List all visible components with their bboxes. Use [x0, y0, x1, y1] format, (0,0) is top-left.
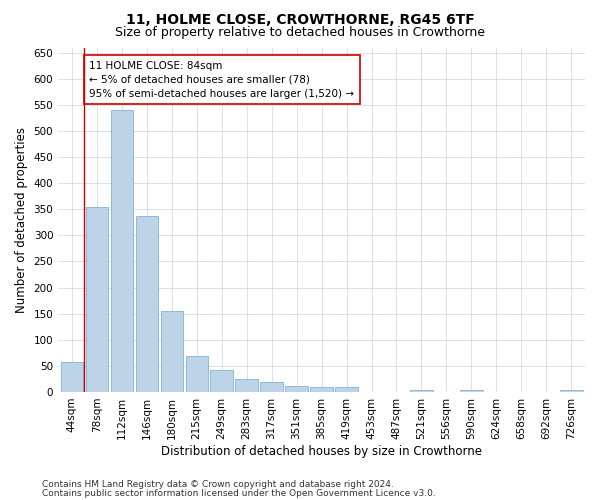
Bar: [235, 380, 258, 392]
Text: Contains public sector information licensed under the Open Government Licence v3: Contains public sector information licen…: [42, 488, 436, 498]
Bar: [560, 390, 583, 392]
Bar: [136, 216, 158, 392]
Bar: [211, 370, 233, 392]
Bar: [86, 206, 108, 392]
Bar: [161, 311, 183, 392]
Text: 11, HOLME CLOSE, CROWTHORNE, RG45 6TF: 11, HOLME CLOSE, CROWTHORNE, RG45 6TF: [125, 12, 475, 26]
Bar: [185, 356, 208, 392]
Bar: [260, 382, 283, 392]
Bar: [410, 390, 433, 392]
X-axis label: Distribution of detached houses by size in Crowthorne: Distribution of detached houses by size …: [161, 444, 482, 458]
Bar: [110, 110, 133, 392]
Text: Size of property relative to detached houses in Crowthorne: Size of property relative to detached ho…: [115, 26, 485, 39]
Text: Contains HM Land Registry data © Crown copyright and database right 2024.: Contains HM Land Registry data © Crown c…: [42, 480, 394, 489]
Y-axis label: Number of detached properties: Number of detached properties: [15, 126, 28, 312]
Bar: [335, 388, 358, 392]
Bar: [61, 362, 83, 392]
Bar: [286, 386, 308, 392]
Text: 11 HOLME CLOSE: 84sqm
← 5% of detached houses are smaller (78)
95% of semi-detac: 11 HOLME CLOSE: 84sqm ← 5% of detached h…: [89, 60, 355, 98]
Bar: [310, 388, 333, 392]
Bar: [460, 390, 482, 392]
